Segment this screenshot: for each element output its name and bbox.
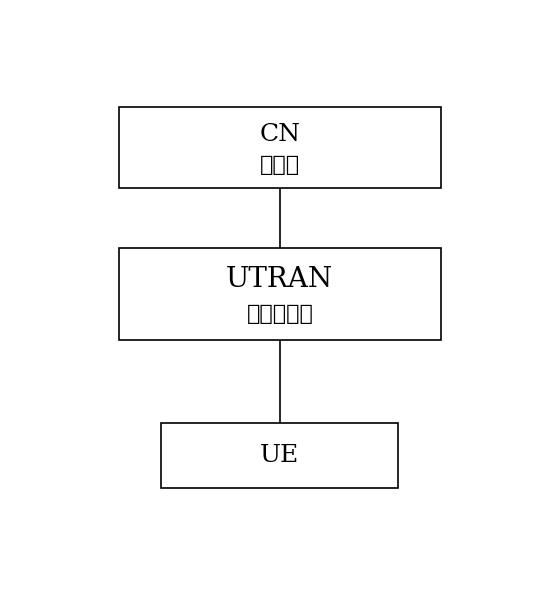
Bar <box>119 248 441 340</box>
Text: UE: UE <box>260 444 299 467</box>
Bar <box>119 107 441 187</box>
Text: CN: CN <box>259 124 300 146</box>
Text: 核心网: 核心网 <box>260 155 300 175</box>
Text: 无线接入网: 无线接入网 <box>246 304 313 324</box>
Text: UTRAN: UTRAN <box>226 266 334 293</box>
Bar <box>162 423 399 488</box>
